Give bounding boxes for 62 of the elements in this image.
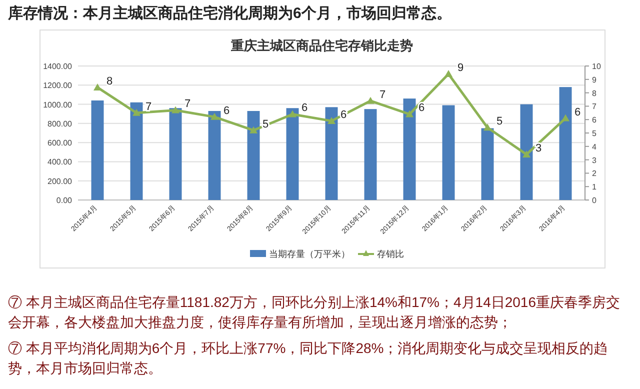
y2-tick-label: 9 <box>592 75 597 84</box>
bar <box>91 100 104 200</box>
bar <box>130 102 143 200</box>
text: ⑦ 本月主城区商品住宅存量1181.82万方，同环比分别上涨14%和17%；4月14日2016重庆春季房交会开幕，各大楼盘加大推盘力度，使得库存量有所增加，呈现出逐月增涨的态势； <box>8 293 622 332</box>
y-tick-label: 0.00 <box>56 196 73 205</box>
data-label: 6 <box>302 102 308 114</box>
point <box>406 110 414 118</box>
y2-tick-label: 5 <box>592 129 597 138</box>
y2-tick-label: 10 <box>592 62 602 71</box>
data-label: 6 <box>418 102 425 114</box>
point <box>562 114 570 122</box>
y2-tick-label: 0 <box>592 196 597 205</box>
data-label: 6 <box>224 104 230 117</box>
bar <box>481 128 494 200</box>
data-label: 9 <box>458 62 464 74</box>
point <box>366 96 374 104</box>
data-label: 3 <box>536 142 542 154</box>
point <box>328 116 336 124</box>
y2-tick-label: 7 <box>592 102 597 112</box>
title: 库存情况：本月主城区商品住宅消化周期为6个月，市场回归常态。 <box>8 4 452 24</box>
data-label: 7 <box>380 88 386 101</box>
data-label: 5 <box>262 118 269 130</box>
y-tick-label: 1400.00 <box>43 62 73 71</box>
y2-tick-label: 4 <box>592 142 597 152</box>
y-tick-label: 800.00 <box>48 119 73 128</box>
y-tick-label: 400.00 <box>48 158 73 167</box>
y2-tick-label: 2 <box>592 169 597 178</box>
data-label: 5 <box>496 116 503 128</box>
legend-label: 当期存量（万平米） <box>269 249 350 259</box>
data-label: 8 <box>106 75 113 88</box>
point <box>288 110 296 118</box>
y-tick-label: 1200.00 <box>43 81 73 90</box>
y-tick-label: 600.00 <box>48 138 73 148</box>
bar <box>442 105 455 200</box>
point <box>132 108 140 116</box>
bar <box>286 108 299 200</box>
data-label: 6 <box>340 108 347 121</box>
legend-label: 存销比 <box>377 249 404 259</box>
bar <box>208 110 221 200</box>
point <box>172 106 180 114</box>
bar <box>364 109 377 200</box>
y-tick-label: 1000.00 <box>43 100 73 110</box>
point <box>522 150 530 158</box>
text: ⑦ 本月平均消化周期为6个月，环比上涨77%，同比下降28%；消化周期变化与成交呈现相反的趋势，本月市场回归常态。 <box>8 339 609 378</box>
bar <box>520 104 533 200</box>
point <box>210 112 218 120</box>
y2-tick-label: 8 <box>592 88 597 98</box>
data-label: 7 <box>184 98 191 110</box>
bar <box>325 107 338 200</box>
y2-tick-label: 1 <box>592 182 597 192</box>
y2-tick-label: 6 <box>592 116 597 125</box>
bar <box>169 108 182 200</box>
bar <box>403 98 416 200</box>
point <box>250 126 258 134</box>
y2-tick-label: 3 <box>592 156 597 165</box>
data-label: 7 <box>146 100 152 113</box>
y-tick-label: 200.00 <box>48 176 73 186</box>
chart-subtitle: 重庆主城区商品住宅存销比走势 <box>230 38 413 53</box>
bar <box>559 87 572 200</box>
bar <box>247 110 260 200</box>
point <box>444 70 452 78</box>
data-label: 6 <box>574 106 581 118</box>
